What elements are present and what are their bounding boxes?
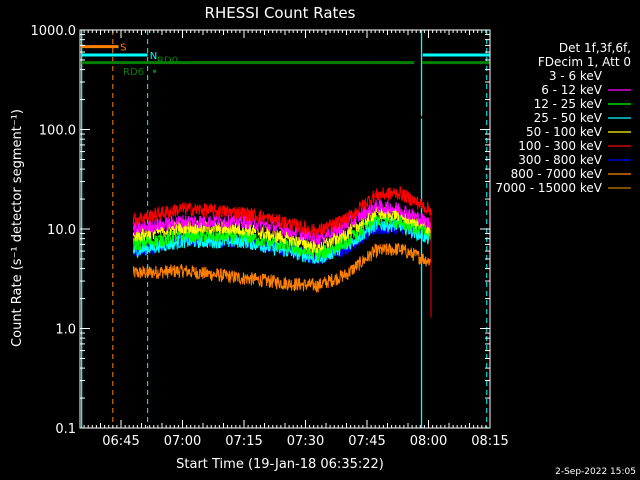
chart-title: RHESSI Count Rates	[205, 4, 356, 22]
legend-header-line-1: Det 1f,3f,6f,	[559, 41, 631, 55]
series-line-1	[132, 198, 432, 428]
footer-date: 2-Sep-2022 15:05	[555, 467, 636, 477]
y-tick-label: 0.1	[55, 422, 76, 437]
x-tick-label: 07:00	[164, 434, 201, 449]
x-tick-label: 08:00	[410, 434, 447, 449]
plot-area: S N RD0 RD6	[80, 30, 490, 429]
legend-entry-label: 12 - 25 keV	[534, 97, 603, 111]
x-tick-label: 07:15	[225, 434, 262, 449]
y-tick-label: 1000.0	[31, 24, 77, 39]
series-line-7	[132, 242, 432, 428]
x-tick-label: 07:45	[348, 434, 385, 449]
legend: Det 1f,3f,6f, FDecim 1, Att 0 3 - 6 keV6…	[495, 41, 631, 195]
flag-label-rd0: RD0	[157, 56, 178, 67]
flag-label-rd6: RD6	[123, 67, 144, 78]
flag-label-n: N	[150, 51, 157, 62]
x-tick-label: 07:30	[287, 434, 324, 449]
legend-entry-label: 25 - 50 keV	[534, 111, 603, 125]
legend-entry-label: 3 - 6 keV	[549, 69, 603, 83]
legend-entry-label: 800 - 7000 keV	[511, 167, 603, 181]
x-tick-label: 08:15	[471, 434, 508, 449]
x-axis-label: Start Time (19-Jan-18 06:35:22)	[176, 457, 384, 472]
series-line-0	[132, 114, 432, 428]
flag-label-s: S	[120, 43, 126, 54]
y-axis-label: Count Rate (s⁻¹ detector segment⁻¹)	[10, 109, 25, 347]
axes: 1000.0 100.0 10.0 1.0 0.1 06:45 07:00 07:15 07:3…	[31, 24, 509, 449]
legend-entry-label: 100 - 300 keV	[518, 139, 602, 153]
x-tick-label: 06:45	[102, 434, 139, 449]
legend-entry-label: 7000 - 15000 keV	[495, 181, 602, 195]
legend-entry-label: 300 - 800 keV	[518, 153, 602, 167]
legend-entry-label: 50 - 100 keV	[526, 125, 603, 139]
legend-entry-label: 6 - 12 keV	[541, 83, 603, 97]
y-tick-label: 100.0	[39, 124, 76, 139]
legend-header-line-2: FDecim 1, Att 0	[538, 55, 631, 69]
y-tick-label: 1.0	[55, 323, 76, 338]
y-tick-label: 10.0	[47, 223, 76, 238]
series-line-3	[132, 217, 432, 428]
series-line-5	[132, 186, 432, 428]
